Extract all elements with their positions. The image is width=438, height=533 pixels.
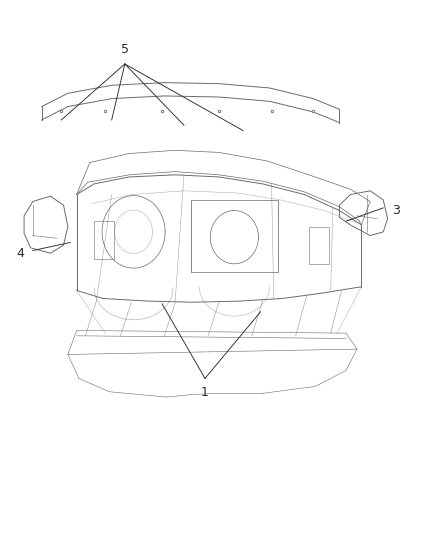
- Text: 1: 1: [201, 386, 209, 399]
- Bar: [191, 200, 278, 272]
- Text: 4: 4: [16, 247, 24, 260]
- Bar: [309, 227, 328, 264]
- Text: 3: 3: [392, 204, 400, 217]
- Bar: [94, 221, 114, 259]
- Text: 5: 5: [121, 43, 129, 56]
